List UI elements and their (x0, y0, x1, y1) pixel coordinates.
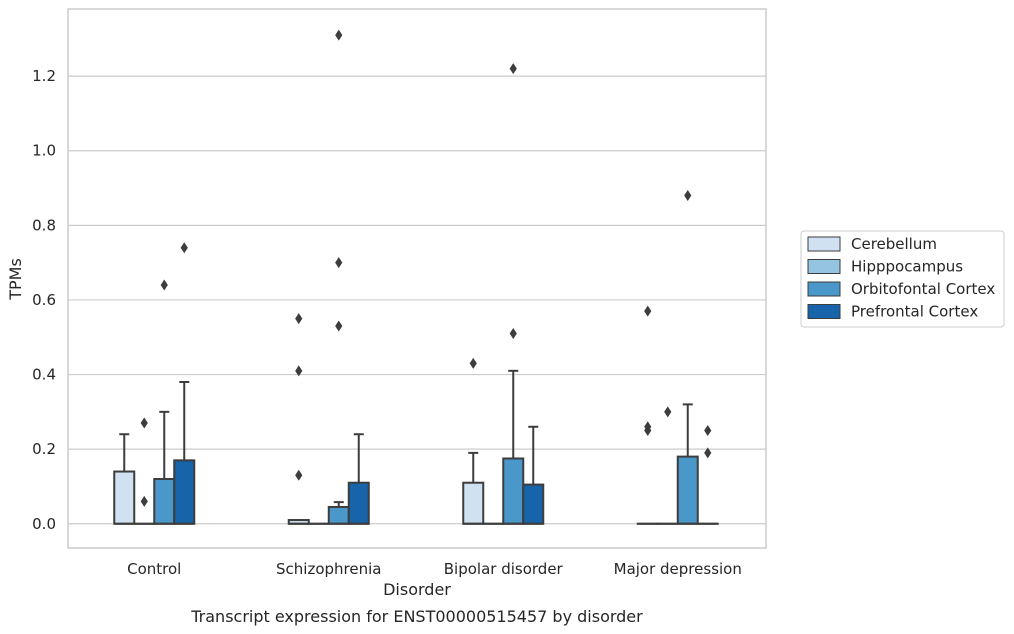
outlier-point (140, 495, 148, 507)
box-body (676, 455, 699, 525)
y-tick-labels: 0.0 0.2 0.4 0.6 0.8 1.0 1.2 (32, 67, 56, 533)
outlier-point (469, 357, 477, 369)
outlier-point (160, 279, 168, 291)
box-hipppocampus (656, 406, 679, 525)
outlier-point (295, 469, 303, 481)
box-body (502, 457, 525, 525)
box-prefrontal-cortex (347, 433, 370, 525)
x-tick-label: Schizophrenia (276, 560, 381, 578)
legend: Cerebellum Hipppocampus Orbitofontal Corte… (800, 230, 1005, 328)
outlier-point (664, 406, 672, 418)
box-prefrontal-cortex (696, 425, 719, 525)
chart-caption: Transcript expression for ENST0000051545… (190, 607, 643, 626)
box-orbitofontal-cortex (153, 279, 176, 525)
box-cerebellum (462, 357, 485, 525)
box-prefrontal-cortex (173, 242, 196, 525)
x-tick-label: Control (127, 560, 181, 578)
box-body (327, 505, 350, 525)
legend-swatch (807, 304, 841, 319)
box-body (462, 481, 485, 525)
outlier-point (684, 190, 692, 202)
y-tick-label: 1.2 (32, 67, 56, 85)
x-tick-label: Major depression (614, 560, 742, 578)
x-tick-labels: Control Schizophrenia Bipolar disorder Majo… (127, 560, 742, 578)
plot-area-frame (67, 8, 767, 549)
y-tick-label: 1.0 (32, 142, 56, 160)
box-orbitofontal-cortex (676, 190, 699, 525)
y-tick-label: 0.2 (32, 440, 56, 458)
outlier-point (509, 63, 517, 75)
x-axis-title: Disorder (383, 580, 451, 599)
outlier-point (509, 328, 517, 340)
outlier-point (704, 447, 712, 459)
box-body (522, 483, 545, 525)
box-cerebellum (287, 313, 310, 525)
box-body (347, 481, 370, 525)
outlier-point (295, 313, 303, 325)
legend-frame (800, 230, 1005, 328)
legend-label: Orbitofontal Cortex (851, 280, 995, 298)
outlier-point (644, 421, 652, 433)
outlier-point (335, 257, 343, 269)
box-hipppocampus (133, 417, 156, 525)
y-tick-label: 0.4 (32, 366, 56, 384)
legend-label: Hipppocampus (851, 258, 963, 276)
outlier-point (335, 320, 343, 332)
outlier-point (644, 305, 652, 317)
outlier-point (335, 29, 343, 41)
legend-swatch (807, 236, 841, 252)
y-tick-label: 0.6 (32, 291, 56, 309)
y-axis-title: TPMs (6, 258, 25, 301)
outlier-point (704, 425, 712, 437)
box-body (173, 459, 196, 525)
y-tick-label: 0.8 (32, 216, 56, 234)
boxes (113, 29, 719, 525)
box-body (113, 470, 136, 525)
gridlines (68, 75, 766, 525)
box-prefrontal-cortex (522, 425, 545, 525)
legend-swatch (807, 259, 841, 274)
box-orbitofontal-cortex (327, 29, 350, 525)
outlier-point (180, 242, 188, 254)
x-tick-label: Bipolar disorder (444, 560, 564, 578)
box-cerebellum (636, 305, 659, 525)
legend-swatch (807, 281, 841, 297)
outlier-point (295, 365, 303, 377)
y-tick-label: 0.0 (32, 515, 56, 533)
box-body (153, 477, 176, 525)
legend-label: Prefrontal Cortex (851, 303, 978, 321)
box-orbitofontal-cortex (502, 63, 525, 525)
legend-label: Cerebellum (851, 235, 937, 253)
outlier-point (140, 417, 148, 429)
box-cerebellum (113, 433, 136, 525)
